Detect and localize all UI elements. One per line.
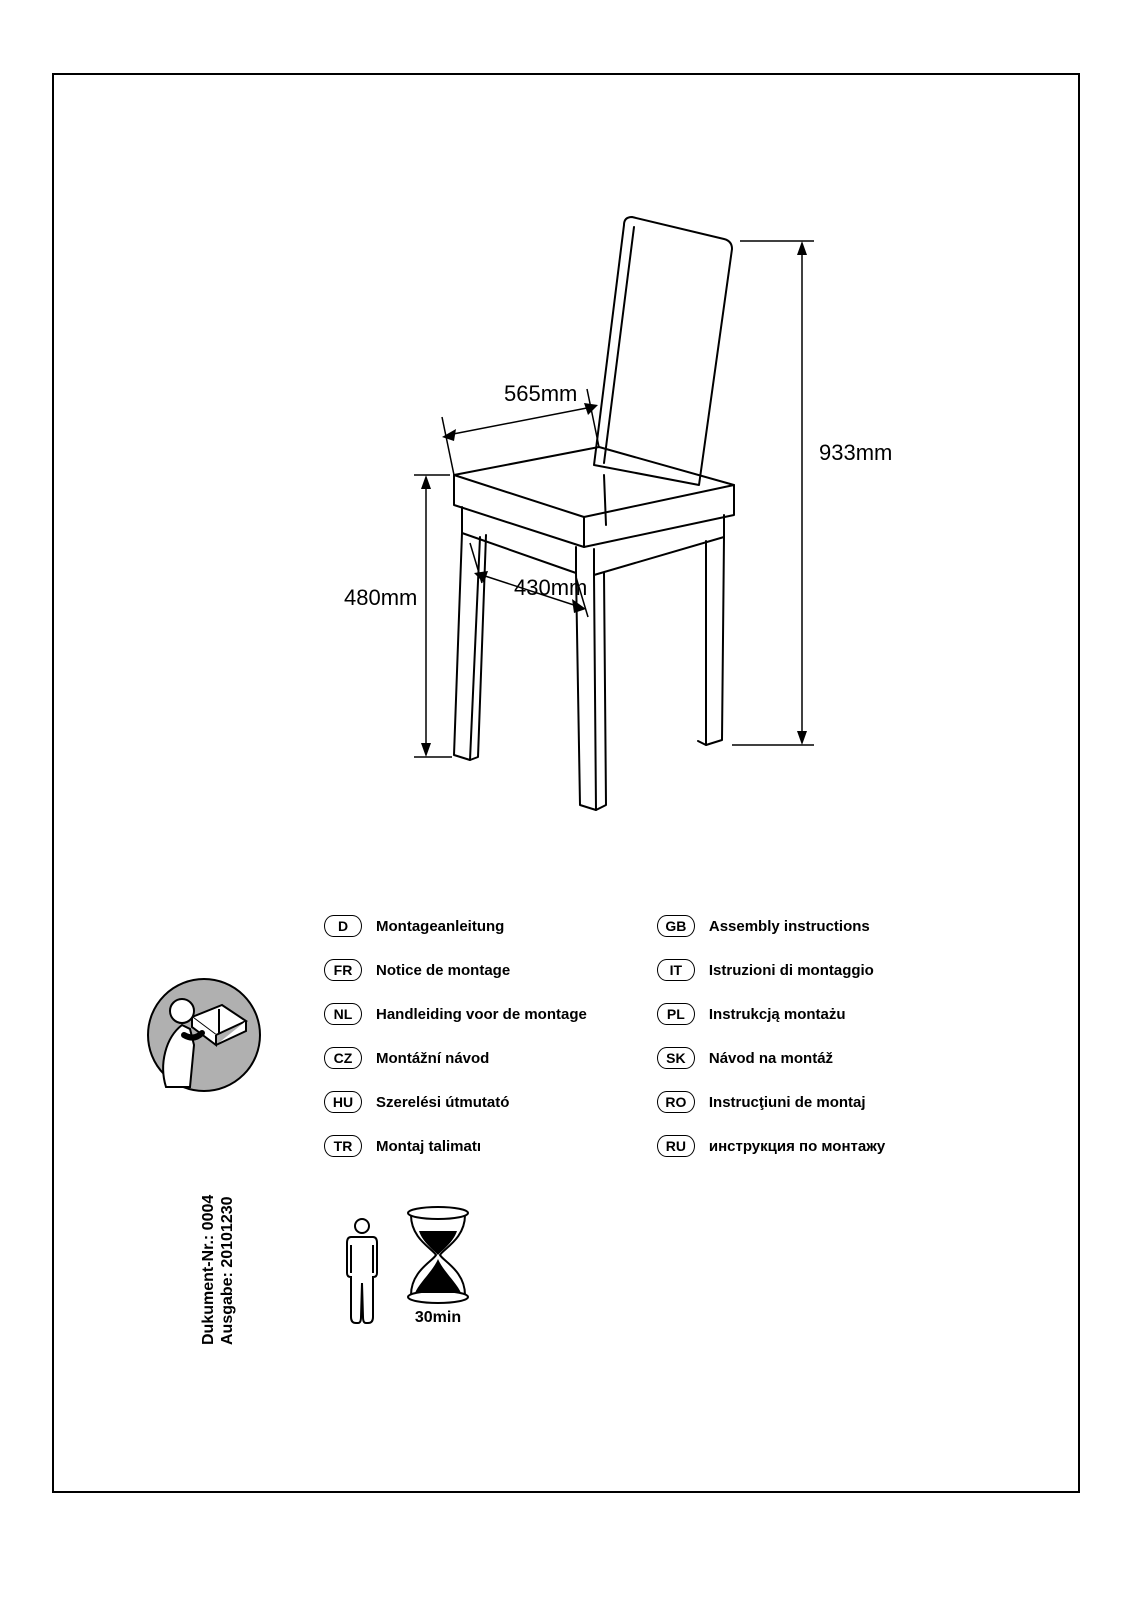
lang-row: PL Instrukcją montażu xyxy=(657,1003,885,1025)
dim-depth-label: 565mm xyxy=(504,381,577,407)
lang-text: Instrucţiuni de montaj xyxy=(709,1094,866,1111)
hourglass-block: 30min xyxy=(403,1205,473,1327)
lang-row: HU Szerelési útmutató xyxy=(324,1091,587,1113)
dim-seat-width-label: 430mm xyxy=(514,575,587,601)
lang-row: TR Montaj talimatı xyxy=(324,1135,587,1157)
document-issue: Ausgabe: 20101230 xyxy=(218,1195,237,1345)
lang-badge: FR xyxy=(324,959,362,981)
read-manual-icon xyxy=(144,975,264,1095)
lang-text: Návod na montáž xyxy=(709,1050,833,1067)
lang-badge: HU xyxy=(324,1091,362,1113)
person-icon xyxy=(339,1217,385,1327)
lang-text: Szerelési útmutató xyxy=(376,1094,509,1111)
lang-badge: RO xyxy=(657,1091,695,1113)
lang-text: Istruzioni di montaggio xyxy=(709,962,874,979)
lang-text: Handleiding voor de montage xyxy=(376,1006,587,1023)
dim-seat-height-label: 480mm xyxy=(344,585,417,611)
lang-row: RO Instrucţiuni de montaj xyxy=(657,1091,885,1113)
chair-svg xyxy=(254,185,954,835)
lang-text: инструкция по монтажу xyxy=(709,1138,885,1155)
language-column-right: GB Assembly instructions IT Istruzioni d… xyxy=(657,915,885,1157)
lang-badge: D xyxy=(324,915,362,937)
lang-row: FR Notice de montage xyxy=(324,959,587,981)
lang-row: SK Návod na montáž xyxy=(657,1047,885,1069)
lang-badge: SK xyxy=(657,1047,695,1069)
lang-badge: CZ xyxy=(324,1047,362,1069)
lang-badge: IT xyxy=(657,959,695,981)
lang-badge: RU xyxy=(657,1135,695,1157)
language-list: D Montageanleitung FR Notice de montage … xyxy=(324,915,1104,1157)
lang-badge: TR xyxy=(324,1135,362,1157)
lang-row: RU инструкция по монтажу xyxy=(657,1135,885,1157)
lang-text: Montaj talimatı xyxy=(376,1138,481,1155)
lang-row: GB Assembly instructions xyxy=(657,915,885,937)
lang-badge: PL xyxy=(657,1003,695,1025)
dim-height-label: 933mm xyxy=(819,440,892,466)
lang-badge: GB xyxy=(657,915,695,937)
lang-row: CZ Montážní návod xyxy=(324,1047,587,1069)
lang-row: NL Handleiding voor de montage xyxy=(324,1003,587,1025)
hourglass-icon xyxy=(403,1205,473,1305)
lang-row: D Montageanleitung xyxy=(324,915,587,937)
page: 565mm 933mm 480mm 430mm xyxy=(0,0,1134,1600)
document-number: Dukument-Nr.: 0004 xyxy=(199,1195,218,1345)
assembly-time-block: 30min xyxy=(339,1205,473,1327)
lang-text: Notice de montage xyxy=(376,962,510,979)
lang-text: Montageanleitung xyxy=(376,918,504,935)
lang-row: IT Istruzioni di montaggio xyxy=(657,959,885,981)
chair-diagram: 565mm 933mm 480mm 430mm xyxy=(254,185,954,835)
lang-text: Montážní návod xyxy=(376,1050,489,1067)
language-column-left: D Montageanleitung FR Notice de montage … xyxy=(324,915,587,1157)
lang-text: Instrukcją montażu xyxy=(709,1006,846,1023)
document-meta: Dukument-Nr.: 0004 Ausgabe: 20101230 xyxy=(199,1195,237,1345)
lang-badge: NL xyxy=(324,1003,362,1025)
page-frame: 565mm 933mm 480mm 430mm xyxy=(52,73,1080,1493)
assembly-time-label: 30min xyxy=(403,1309,473,1327)
lang-text: Assembly instructions xyxy=(709,918,870,935)
